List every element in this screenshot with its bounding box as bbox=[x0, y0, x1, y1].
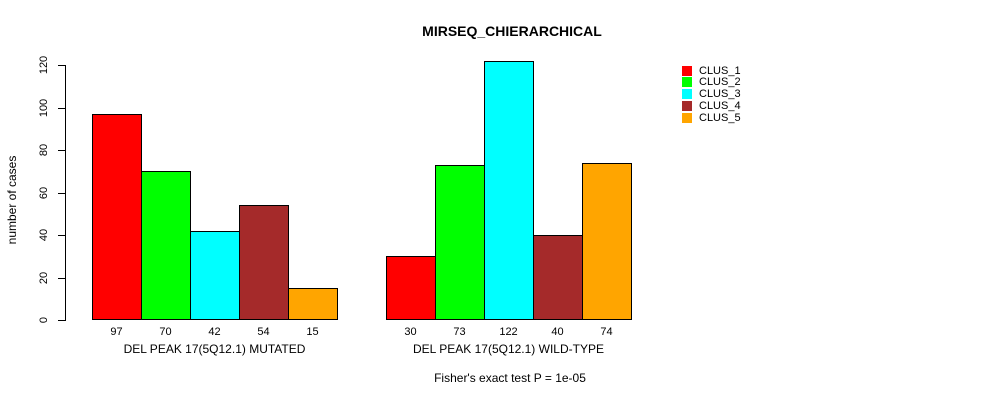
bar-clus_5-group1 bbox=[288, 288, 338, 320]
bar-clus_5-group2 bbox=[582, 162, 632, 320]
legend-color-swatch bbox=[682, 89, 692, 99]
bar-clus_3-group1 bbox=[190, 230, 240, 320]
legend-item-clus_3: CLUS_3 bbox=[682, 88, 741, 100]
legend-label: CLUS_4 bbox=[699, 99, 741, 112]
legend-item-clus_4: CLUS_4 bbox=[682, 100, 741, 112]
legend-color-swatch bbox=[682, 112, 692, 123]
bar-clus_1-group2 bbox=[386, 256, 436, 320]
bar-value-label: 74 bbox=[600, 326, 613, 338]
y-tick-mark bbox=[58, 277, 65, 279]
y-tick-mark bbox=[58, 65, 65, 66]
y-tick-label: 40 bbox=[38, 228, 50, 242]
fisher-test-annotation: Fisher's exact test P = 1e-05 bbox=[434, 371, 586, 385]
y-axis-label: number of cases bbox=[5, 155, 19, 245]
legend-label: CLUS_2 bbox=[699, 76, 741, 89]
bar-value-label: 42 bbox=[208, 326, 221, 338]
y-tick-mark bbox=[58, 320, 65, 321]
bar-clus_4-group2 bbox=[533, 235, 583, 320]
legend-item-clus_5: CLUS_5 bbox=[682, 112, 741, 124]
bar-clus_2-group2 bbox=[435, 164, 485, 320]
bar-value-label: 70 bbox=[159, 326, 172, 338]
bar-value-label: 54 bbox=[257, 326, 270, 338]
legend-label: CLUS_1 bbox=[699, 64, 741, 77]
y-tick-label: 80 bbox=[38, 143, 50, 157]
bar-clus_4-group1 bbox=[239, 205, 289, 320]
bar-clus_2-group1 bbox=[141, 171, 191, 320]
bar-value-label: 30 bbox=[404, 326, 417, 338]
bar-value-label: 40 bbox=[551, 326, 564, 338]
legend-color-swatch bbox=[682, 77, 692, 88]
y-tick-label: 0 bbox=[38, 316, 50, 324]
y-tick-mark bbox=[58, 192, 65, 194]
bar-value-label: 15 bbox=[306, 326, 319, 338]
bar-value-label: 97 bbox=[110, 326, 123, 338]
bar-clus_1-group1 bbox=[92, 113, 142, 320]
chart-title: MIRSEQ_CHIERARCHICAL bbox=[422, 23, 602, 39]
bar-value-label: 122 bbox=[499, 326, 518, 338]
legend-item-clus_1: CLUS_1 bbox=[682, 65, 741, 77]
legend-label: CLUS_5 bbox=[699, 111, 741, 124]
y-tick-mark bbox=[58, 107, 65, 109]
x-axis-group-label: DEL PEAK 17(5Q12.1) MUTATED bbox=[123, 342, 306, 356]
legend-color-swatch bbox=[682, 100, 692, 111]
y-tick-mark bbox=[58, 150, 65, 151]
y-tick-label: 20 bbox=[38, 271, 50, 284]
bar-clus_3-group2 bbox=[484, 60, 534, 320]
y-tick-label: 100 bbox=[38, 98, 50, 117]
legend-color-swatch bbox=[682, 65, 692, 76]
y-tick-label: 60 bbox=[38, 186, 50, 199]
legend-item-clus_2: CLUS_2 bbox=[682, 76, 741, 88]
y-axis-line bbox=[65, 65, 66, 321]
bar-value-label: 73 bbox=[453, 326, 466, 338]
x-axis-group-label: DEL PEAK 17(5Q12.1) WILD-TYPE bbox=[413, 342, 604, 356]
legend-label: CLUS_3 bbox=[699, 88, 741, 100]
y-tick-mark bbox=[58, 235, 65, 236]
y-tick-label: 120 bbox=[38, 55, 50, 75]
